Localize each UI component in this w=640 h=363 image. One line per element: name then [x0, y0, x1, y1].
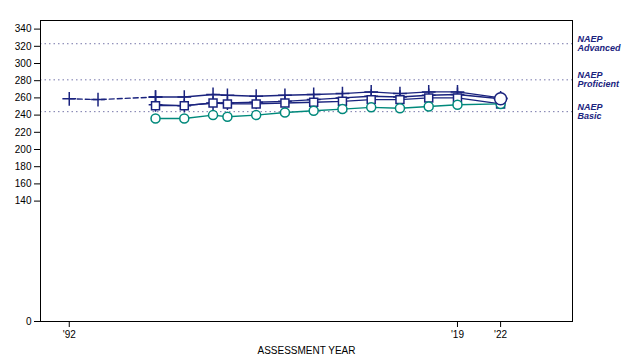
- svg-text:'19: '19: [451, 329, 464, 340]
- svg-text:340: 340: [15, 23, 32, 34]
- svg-text:'22: '22: [494, 329, 507, 340]
- svg-text:NAEPBasic: NAEPBasic: [578, 102, 604, 121]
- svg-text:280: 280: [15, 75, 32, 86]
- svg-text:180: 180: [15, 161, 32, 172]
- svg-text:140: 140: [15, 195, 32, 206]
- svg-text:160: 160: [15, 178, 32, 189]
- svg-text:'92: '92: [63, 329, 76, 340]
- svg-text:300: 300: [15, 58, 32, 69]
- svg-text:220: 220: [15, 127, 32, 138]
- svg-text:200: 200: [15, 144, 32, 155]
- svg-text:0: 0: [26, 316, 32, 327]
- svg-text:NAEPProficient: NAEPProficient: [578, 70, 621, 89]
- svg-text:240: 240: [15, 109, 32, 120]
- svg-text:ASSESSMENT YEAR: ASSESSMENT YEAR: [258, 345, 356, 356]
- svg-text:320: 320: [15, 41, 32, 52]
- svg-text:260: 260: [15, 92, 32, 103]
- svg-text:NAEPAdvanced: NAEPAdvanced: [577, 34, 622, 53]
